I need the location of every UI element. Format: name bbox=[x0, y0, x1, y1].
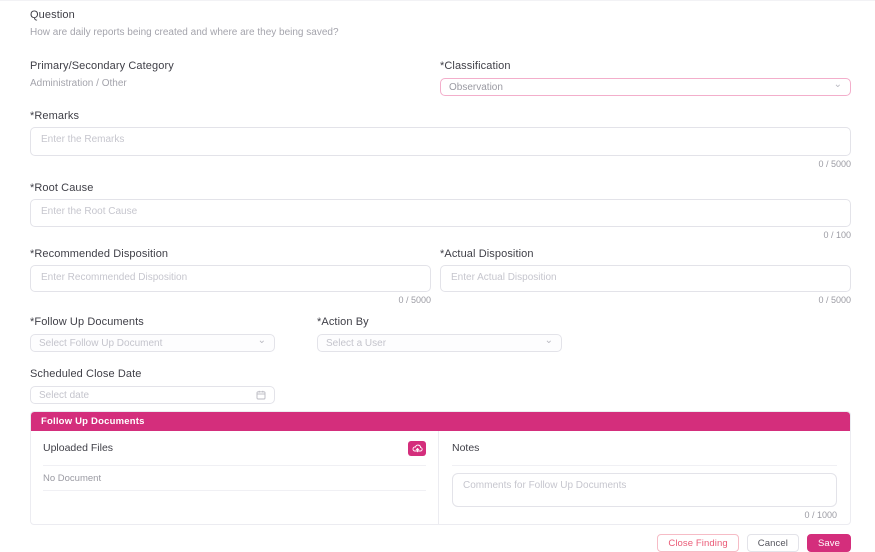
root-cause-label: *Root Cause bbox=[30, 182, 94, 194]
scheduled-close-date-label: Scheduled Close Date bbox=[30, 368, 142, 380]
remarks-field: *Remarks 0 / 5000 bbox=[30, 110, 851, 169]
root-cause-field: *Root Cause 0 / 100 bbox=[30, 182, 851, 240]
action-by-placeholder: Select a User bbox=[326, 337, 387, 349]
follow-up-documents-card: Follow Up Documents Uploaded Files No Do bbox=[30, 411, 851, 525]
recommended-disposition-label: *Recommended Disposition bbox=[30, 248, 169, 260]
question-text: How are daily reports being created and … bbox=[30, 27, 339, 38]
save-button[interactable]: Save bbox=[806, 534, 851, 552]
remarks-textarea[interactable] bbox=[30, 127, 851, 156]
notes-textarea[interactable] bbox=[452, 473, 837, 507]
action-by-label: *Action By bbox=[317, 316, 369, 328]
cloud-upload-icon bbox=[412, 441, 423, 456]
cancel-button[interactable]: Cancel bbox=[746, 534, 799, 552]
classification-field: *Classification Observation ⌄ bbox=[440, 60, 851, 96]
actual-disposition-textarea[interactable] bbox=[440, 265, 851, 292]
question-block: Question How are daily reports being cre… bbox=[30, 9, 851, 39]
chevron-down-icon: ⌄ bbox=[833, 79, 842, 90]
follow-up-documents-label: *Follow Up Documents bbox=[30, 316, 144, 328]
uploaded-files-panel: Uploaded Files No Document bbox=[31, 431, 438, 524]
dispositions-row: *Recommended Disposition 0 / 5000 *Actua… bbox=[30, 248, 851, 305]
remarks-counter: 0 / 5000 bbox=[818, 159, 851, 169]
follow-up-documents-card-title: Follow Up Documents bbox=[31, 412, 850, 431]
category-value: Administration / Other bbox=[30, 78, 127, 89]
scheduled-close-date-placeholder: Select date bbox=[39, 389, 90, 401]
classification-label: *Classification bbox=[440, 60, 511, 72]
action-by-field: *Action By Select a User ⌄ bbox=[317, 316, 562, 352]
notes-panel: Notes 0 / 1000 bbox=[438, 431, 850, 524]
footer-actions: Close Finding Cancel Save bbox=[30, 534, 851, 552]
category-field: Primary/Secondary Category Administratio… bbox=[30, 60, 431, 96]
classification-value: Observation bbox=[449, 81, 503, 93]
question-label: Question bbox=[30, 9, 75, 21]
close-finding-button[interactable]: Close Finding bbox=[657, 534, 739, 552]
upload-button[interactable] bbox=[408, 440, 426, 456]
classification-select[interactable]: Observation ⌄ bbox=[440, 78, 851, 96]
calendar-icon bbox=[256, 390, 266, 400]
remarks-label: *Remarks bbox=[30, 110, 80, 122]
recommended-disposition-textarea[interactable] bbox=[30, 265, 431, 292]
uploaded-files-header-row: Uploaded Files bbox=[43, 431, 426, 466]
actual-disposition-label: *Actual Disposition bbox=[440, 248, 534, 260]
follow-up-documents-field: *Follow Up Documents Select Follow Up Do… bbox=[30, 316, 275, 352]
notes-header-row: Notes bbox=[452, 431, 837, 466]
actual-disposition-field: *Actual Disposition 0 / 5000 bbox=[440, 248, 851, 305]
follow-up-documents-card-body: Uploaded Files No Document Notes bbox=[31, 431, 850, 524]
recommended-disposition-field: *Recommended Disposition 0 / 5000 bbox=[30, 248, 431, 305]
root-cause-counter: 0 / 100 bbox=[823, 230, 851, 240]
notes-counter: 0 / 1000 bbox=[804, 510, 837, 520]
follow-up-documents-select[interactable]: Select Follow Up Document ⌄ bbox=[30, 334, 275, 352]
category-classification-row: Primary/Secondary Category Administratio… bbox=[30, 60, 851, 96]
chevron-down-icon: ⌄ bbox=[257, 335, 266, 346]
scheduled-close-date-field: Scheduled Close Date Select date bbox=[30, 368, 275, 404]
notes-label: Notes bbox=[452, 442, 480, 454]
action-by-select[interactable]: Select a User ⌄ bbox=[317, 334, 562, 352]
follow-up-documents-placeholder: Select Follow Up Document bbox=[39, 337, 163, 349]
scheduled-close-date-input[interactable]: Select date bbox=[30, 386, 275, 404]
chevron-down-icon: ⌄ bbox=[544, 335, 553, 346]
root-cause-textarea[interactable] bbox=[30, 199, 851, 227]
uploaded-files-label: Uploaded Files bbox=[43, 442, 114, 454]
selects-row: *Follow Up Documents Select Follow Up Do… bbox=[30, 316, 851, 352]
recommended-disposition-counter: 0 / 5000 bbox=[398, 295, 431, 305]
actual-disposition-counter: 0 / 5000 bbox=[818, 295, 851, 305]
no-document-text: No Document bbox=[43, 466, 426, 491]
category-label: Primary/Secondary Category bbox=[30, 60, 174, 72]
